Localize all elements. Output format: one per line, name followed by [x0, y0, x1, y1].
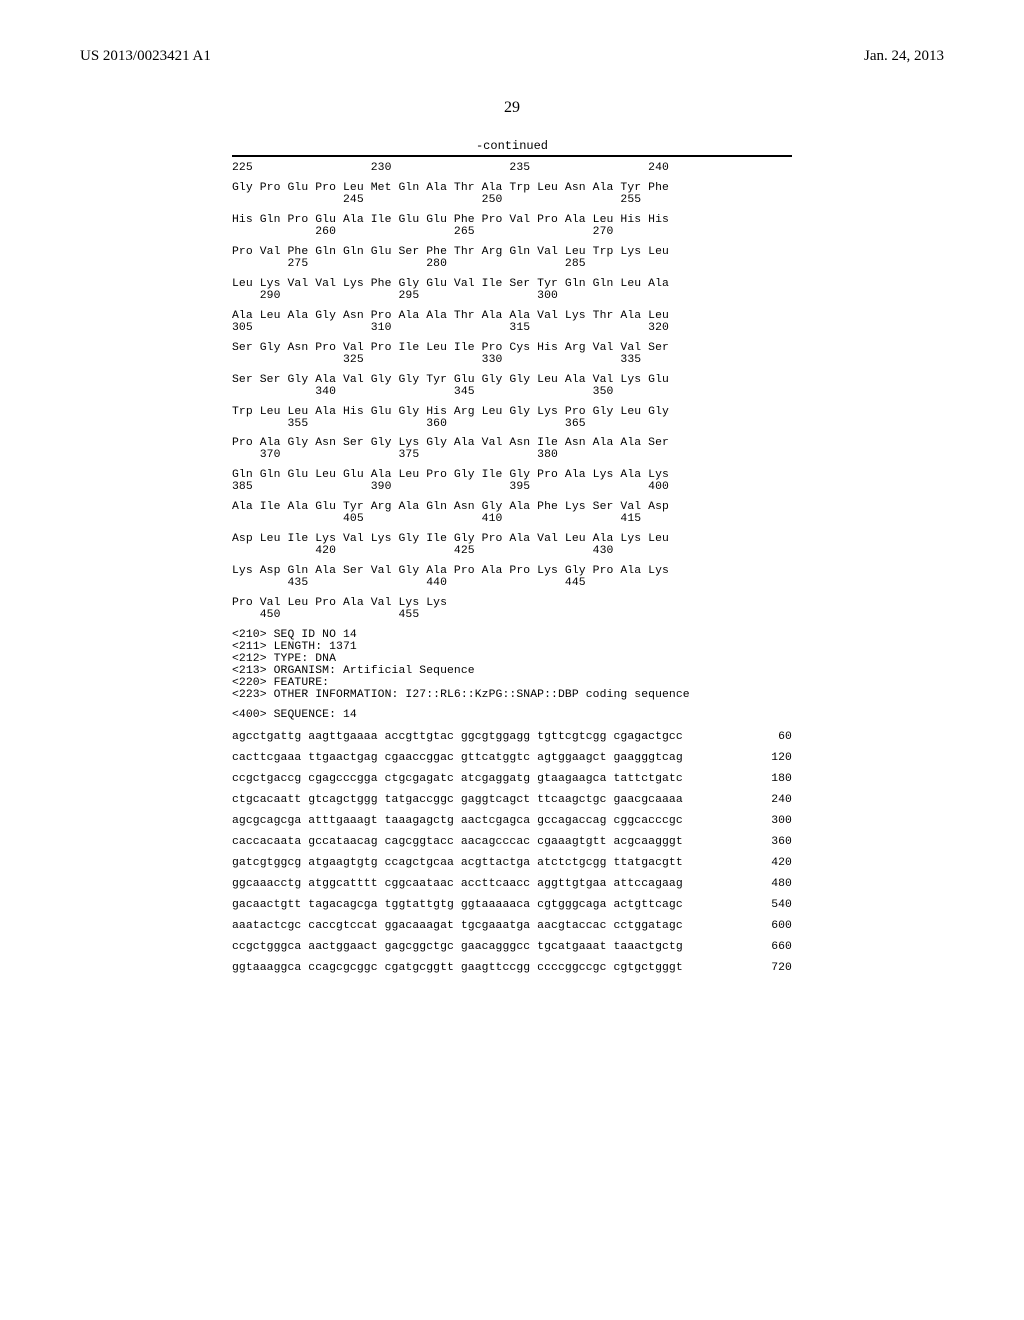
dna-position: 240 — [742, 795, 792, 807]
aa-line: Trp Leu Leu Ala His Glu Gly His Arg Leu … — [232, 407, 792, 419]
position-line: 325 330 335 — [232, 355, 792, 367]
page: US 2013/0023421 A1 Jan. 24, 2013 29 -con… — [0, 0, 1024, 1320]
amino-acid-row: Ser Gly Asn Pro Val Pro Ile Leu Ile Pro … — [232, 343, 792, 367]
aa-line: Ala Leu Ala Gly Asn Pro Ala Ala Thr Ala … — [232, 311, 792, 323]
page-number: 29 — [80, 99, 944, 117]
aa-line: Ser Gly Asn Pro Val Pro Ile Leu Ile Pro … — [232, 343, 792, 355]
dna-row: ggcaaacctg atggcatttt cggcaataac accttca… — [232, 879, 792, 891]
seq-metadata: <210> SEQ ID NO 14<211> LENGTH: 1371<212… — [232, 630, 792, 702]
position-line: 435 440 445 — [232, 578, 792, 590]
dna-row: agcctgattg aagttgaaaa accgttgtac ggcgtgg… — [232, 732, 792, 744]
dna-position: 480 — [742, 879, 792, 891]
dna-row: ccgctgaccg cgagcccgga ctgcgagatc atcgagg… — [232, 774, 792, 786]
dna-position: 180 — [742, 774, 792, 786]
dna-sequence: ccgctgggca aactggaact gagcggctgc gaacagg… — [232, 942, 683, 954]
dna-position: 360 — [742, 837, 792, 849]
amino-acid-row: Gly Pro Glu Pro Leu Met Gln Ala Thr Ala … — [232, 183, 792, 207]
position-line: 340 345 350 — [232, 387, 792, 399]
publication-date: Jan. 24, 2013 — [864, 48, 944, 65]
position-line: 385 390 395 400 — [232, 482, 792, 494]
header-row: US 2013/0023421 A1 Jan. 24, 2013 — [80, 48, 944, 65]
amino-acid-row: Asp Leu Ile Lys Val Lys Gly Ile Gly Pro … — [232, 534, 792, 558]
dna-position: 720 — [742, 963, 792, 975]
dna-sequence: aaatactcgc caccgtccat ggacaaagat tgcgaaa… — [232, 921, 683, 933]
dna-row: ggtaaaggca ccagcgcggc cgatgcggtt gaagttc… — [232, 963, 792, 975]
sequence-block: -continued 225 230 235 240 Gly Pro Glu P… — [232, 139, 792, 975]
position-line: 245 250 255 — [232, 195, 792, 207]
dna-position: 300 — [742, 816, 792, 828]
dna-sequence: caccacaata gccataacag cagcggtacc aacagcc… — [232, 837, 683, 849]
amino-acid-row: His Gln Pro Glu Ala Ile Glu Glu Phe Pro … — [232, 215, 792, 239]
publication-number: US 2013/0023421 A1 — [80, 48, 211, 65]
dna-row: agcgcagcga atttgaaagt taaagagctg aactcga… — [232, 816, 792, 828]
dna-sequence: agcctgattg aagttgaaaa accgttgtac ggcgtgg… — [232, 732, 683, 744]
meta-line: <223> OTHER INFORMATION: I27::RL6::KzPG:… — [232, 690, 792, 702]
amino-acid-row: Pro Val Leu Pro Ala Val Lys Lys 450 455 — [232, 598, 792, 622]
position-line: 275 280 285 — [232, 259, 792, 271]
position-line: 290 295 300 — [232, 291, 792, 303]
position-line: 355 360 365 — [232, 419, 792, 431]
amino-acid-row: Pro Ala Gly Asn Ser Gly Lys Gly Ala Val … — [232, 438, 792, 462]
dna-sequence: gatcgtggcg atgaagtgtg ccagctgcaa acgttac… — [232, 858, 683, 870]
dna-sequence: ctgcacaatt gtcagctggg tatgaccggc gaggtca… — [232, 795, 683, 807]
dna-row: ctgcacaatt gtcagctggg tatgaccggc gaggtca… — [232, 795, 792, 807]
dna-position: 540 — [742, 900, 792, 912]
amino-acid-row: Pro Val Phe Gln Gln Glu Ser Phe Thr Arg … — [232, 247, 792, 271]
position-line: 260 265 270 — [232, 227, 792, 239]
dna-row: gatcgtggcg atgaagtgtg ccagctgcaa acgttac… — [232, 858, 792, 870]
amino-acid-row: Trp Leu Leu Ala His Glu Gly His Arg Leu … — [232, 407, 792, 431]
dna-sequence: ccgctgaccg cgagcccgga ctgcgagatc atcgagg… — [232, 774, 683, 786]
dna-position: 600 — [742, 921, 792, 933]
dna-row: ccgctgggca aactggaact gagcggctgc gaacagg… — [232, 942, 792, 954]
position-line: 450 455 — [232, 610, 792, 622]
dna-position: 420 — [742, 858, 792, 870]
dna-row: caccacaata gccataacag cagcggtacc aacagcc… — [232, 837, 792, 849]
dna-sequence: gacaactgtt tagacagcga tggtattgtg ggtaaaa… — [232, 900, 683, 912]
dna-sequence: agcgcagcga atttgaaagt taaagagctg aactcga… — [232, 816, 683, 828]
dna-sequence: cacttcgaaa ttgaactgag cgaaccggac gttcatg… — [232, 753, 683, 765]
position-line: 420 425 430 — [232, 546, 792, 558]
dna-sequence: ggcaaacctg atggcatttt cggcaataac accttca… — [232, 879, 683, 891]
aa-line: Leu Lys Val Val Lys Phe Gly Glu Val Ile … — [232, 279, 792, 291]
dna-row: cacttcgaaa ttgaactgag cgaaccggac gttcatg… — [232, 753, 792, 765]
amino-acid-row: Leu Lys Val Val Lys Phe Gly Glu Val Ile … — [232, 279, 792, 303]
amino-acid-row: Ala Ile Ala Glu Tyr Arg Ala Gln Asn Gly … — [232, 502, 792, 526]
amino-acid-row: Ser Ser Gly Ala Val Gly Gly Tyr Glu Gly … — [232, 375, 792, 399]
dna-row: aaatactcgc caccgtccat ggacaaagat tgcgaaa… — [232, 921, 792, 933]
amino-acid-row: Lys Asp Gln Ala Ser Val Gly Ala Pro Ala … — [232, 566, 792, 590]
divider — [232, 155, 792, 157]
position-line: 225 230 235 240 — [232, 163, 792, 175]
dna-position: 120 — [742, 753, 792, 765]
amino-acid-row: Gln Gln Glu Leu Glu Ala Leu Pro Gly Ile … — [232, 470, 792, 494]
position-line: 370 375 380 — [232, 450, 792, 462]
aa-line: Ser Ser Gly Ala Val Gly Gly Tyr Glu Gly … — [232, 375, 792, 387]
dna-position: 60 — [742, 732, 792, 744]
amino-acid-row: Ala Leu Ala Gly Asn Pro Ala Ala Thr Ala … — [232, 311, 792, 335]
continued-label: -continued — [232, 139, 792, 153]
position-line: 405 410 415 — [232, 514, 792, 526]
sequence-header: <400> SEQUENCE: 14 — [232, 710, 792, 722]
dna-position: 660 — [742, 942, 792, 954]
position-line: 305 310 315 320 — [232, 323, 792, 335]
dna-row: gacaactgtt tagacagcga tggtattgtg ggtaaaa… — [232, 900, 792, 912]
dna-sequence: ggtaaaggca ccagcgcggc cgatgcggtt gaagttc… — [232, 963, 683, 975]
